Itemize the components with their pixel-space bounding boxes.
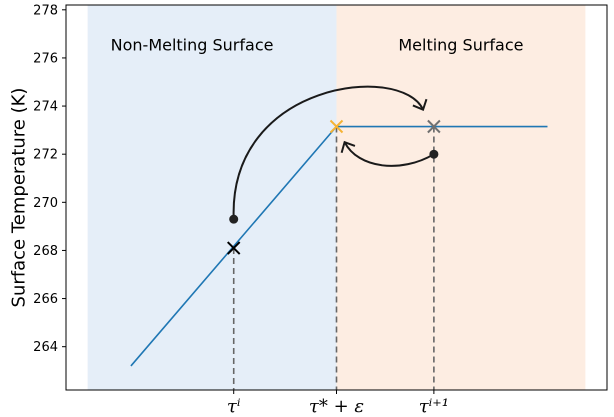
arrow-head-0 — [412, 98, 428, 112]
x-tick-label-1: τ* + ε — [309, 396, 364, 417]
y-tick-label-266: 266 — [33, 292, 58, 307]
arrow-head-1 — [340, 140, 356, 154]
y-axis-label: Surface Temperature (K) — [8, 88, 29, 308]
y-tick-label-270: 270 — [33, 196, 58, 211]
arrows-layer — [232, 85, 435, 220]
region-labels: Non-Melting Surface Melting Surface — [111, 36, 524, 55]
region-label-0: Non-Melting Surface — [111, 36, 274, 55]
x-marker-stroke-b-0 — [227, 241, 241, 255]
dot-marker-3 — [229, 214, 239, 224]
y-tick-label-274: 274 — [33, 100, 58, 115]
y-tick-label-268: 268 — [33, 244, 58, 259]
y-tick-label-278: 278 — [33, 3, 58, 18]
x-marker-1 — [329, 119, 344, 134]
shaded-regions — [87, 5, 586, 390]
x-tick-label-2: τⁱ⁺¹ — [419, 396, 449, 417]
x-marker-0 — [227, 241, 241, 255]
arrow-curve-1 — [343, 141, 435, 167]
y-tick-label-276: 276 — [33, 51, 58, 66]
x-tick-label-0: τⁱ — [227, 396, 241, 417]
region-label-1: Melting Surface — [398, 36, 523, 55]
arrow-curve-0 — [232, 85, 424, 220]
y-axis-ticks: 264 266 268 270 272 274 276 278 — [33, 3, 66, 355]
region-1 — [336, 5, 586, 390]
dot-marker-4 — [429, 149, 439, 159]
x-marker-stroke-b-2 — [427, 119, 441, 134]
x-marker-2 — [427, 119, 441, 134]
region-0 — [87, 5, 337, 390]
y-tick-label-264: 264 — [33, 340, 58, 355]
markers-layer — [227, 119, 441, 255]
y-tick-label-272: 272 — [33, 148, 58, 163]
x-axis-ticks: τⁱ τ* + ε τⁱ⁺¹ — [227, 390, 449, 417]
dashed-guides — [232, 126, 435, 390]
x-marker-stroke-b-1 — [329, 119, 344, 134]
